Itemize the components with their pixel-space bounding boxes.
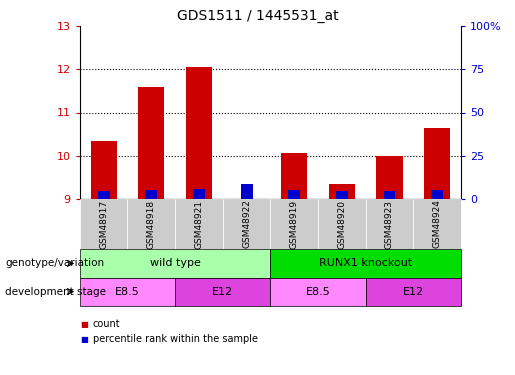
Text: GSM48918: GSM48918 [147,200,156,249]
Text: GSM48923: GSM48923 [385,200,394,249]
Text: E8.5: E8.5 [305,286,331,297]
Bar [138,87,164,199]
Text: genotype/variation: genotype/variation [5,258,104,268]
Bar [98,191,110,199]
Bar [384,191,396,199]
Text: GSM48919: GSM48919 [290,200,299,249]
Bar [241,184,252,199]
Text: E12: E12 [403,286,424,297]
Text: E12: E12 [212,286,233,297]
Text: ■: ■ [80,320,88,329]
Text: ■: ■ [80,335,88,344]
Text: GSM48922: GSM48922 [242,200,251,249]
Bar [193,189,205,199]
Bar [281,153,307,199]
Text: GSM48917: GSM48917 [99,200,108,249]
Bar [288,190,300,199]
Text: wild type: wild type [150,258,200,268]
Bar [145,190,157,199]
Text: development stage: development stage [5,286,106,297]
Bar [336,191,348,199]
Text: percentile rank within the sample: percentile rank within the sample [93,334,258,344]
Bar [376,156,403,199]
Bar [91,141,117,199]
Text: GSM48921: GSM48921 [195,200,203,249]
Text: GSM48924: GSM48924 [433,200,441,249]
Bar [431,190,443,199]
Text: GDS1511 / 1445531_at: GDS1511 / 1445531_at [177,9,338,23]
Text: E8.5: E8.5 [115,286,140,297]
Bar [186,67,212,199]
Text: count: count [93,320,121,329]
Text: GSM48920: GSM48920 [337,200,346,249]
Bar [329,184,355,199]
Bar [424,128,450,199]
Text: RUNX1 knockout: RUNX1 knockout [319,258,413,268]
